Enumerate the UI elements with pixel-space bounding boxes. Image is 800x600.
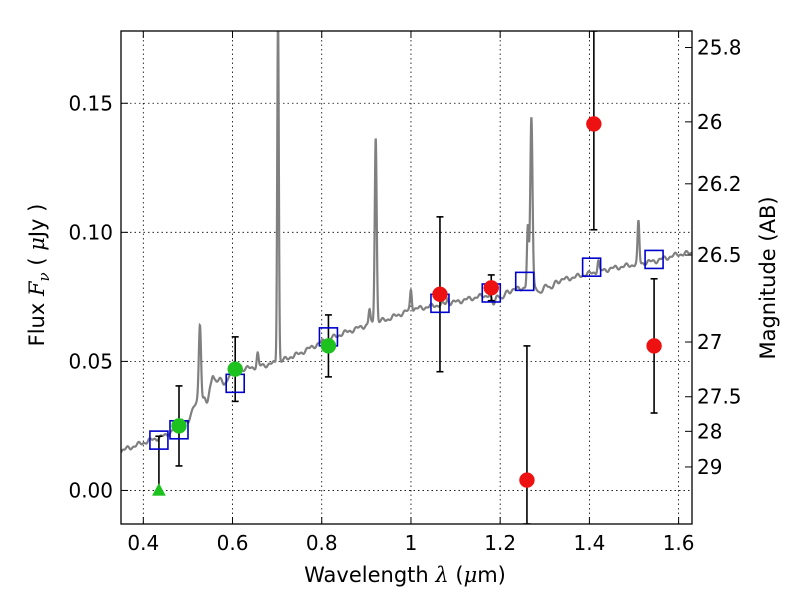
y-axis-symbol-nu: ν (35, 272, 53, 281)
y2-tick-label: 25.8 (697, 36, 742, 60)
y-axis-unit-close: Jy ) (25, 204, 49, 240)
model-photometry-square (581, 257, 602, 277)
y2-axis-label: Magnitude (AB) (756, 196, 780, 359)
axis-ticks: 0.4 0.6 0.8 1 1.2 1.4 1.6 0.00 0.05 0.10 0.15 25.8 2… (68, 31, 742, 555)
y-tick-label: 0.15 (68, 91, 113, 115)
y2-tick-label: 27 (697, 330, 722, 354)
y2-tick-label: 28 (697, 419, 722, 443)
x-tick-label: 0.8 (306, 531, 338, 555)
nir-photometry-point (519, 472, 535, 488)
nir-photometry-point (646, 338, 662, 354)
nir-photometry-point (586, 116, 602, 132)
x-axis-unit-close: m) (477, 563, 506, 587)
grid-lines (121, 31, 692, 524)
x-axis-unit-mu: μ (464, 563, 478, 587)
x-axis-label-text: Wavelength (304, 563, 435, 587)
y-axis-label: Flux Fν ( μJy ) (25, 204, 53, 347)
y2-tick-label: 29 (697, 455, 722, 479)
y-axis-unit-open: ( (25, 251, 49, 273)
y2-tick-label: 27.5 (697, 385, 742, 409)
x-tick-label: 0.6 (217, 531, 249, 555)
x-axis-label: Wavelength λ (μm) (304, 563, 506, 587)
y-axis-unit-mu: μ (25, 237, 49, 251)
y2-tick-label: 26.2 (697, 172, 742, 196)
x-tick-label: 1.4 (573, 531, 605, 555)
x-tick-label: 1 (405, 531, 418, 555)
plot-frame (120, 30, 693, 525)
y-axis-label-text: Flux (25, 296, 49, 346)
x-tick-label: 1.6 (663, 531, 695, 555)
optical-photometry-point (320, 338, 337, 354)
x-tick-label: 0.4 (127, 531, 159, 555)
x-axis-unit-open: ( (449, 563, 464, 587)
nir-photometry-point (483, 280, 500, 296)
y2-tick-label: 26.5 (697, 243, 742, 267)
upper-limit-triangle (151, 482, 166, 496)
model-photometry-square (514, 271, 535, 292)
model-photometry-square (149, 430, 169, 450)
model-photometry-square (644, 249, 664, 270)
y2-tick-label: 26 (697, 110, 722, 134)
optical-photometry-point (171, 418, 187, 434)
x-tick-label: 1.2 (484, 531, 516, 555)
y-tick-label: 0.10 (68, 220, 113, 244)
optical-photometry-point (227, 361, 243, 377)
nir-photometry-point (432, 286, 448, 303)
y-tick-label: 0.05 (68, 349, 113, 373)
x-axis-lambda: λ (434, 563, 448, 587)
model-spectrum-line (121, 31, 692, 453)
data-markers (149, 116, 664, 496)
y-axis-symbol-f: F (25, 280, 49, 297)
y-tick-label: 0.00 (68, 478, 113, 502)
model-spectrum-layer (121, 31, 692, 453)
